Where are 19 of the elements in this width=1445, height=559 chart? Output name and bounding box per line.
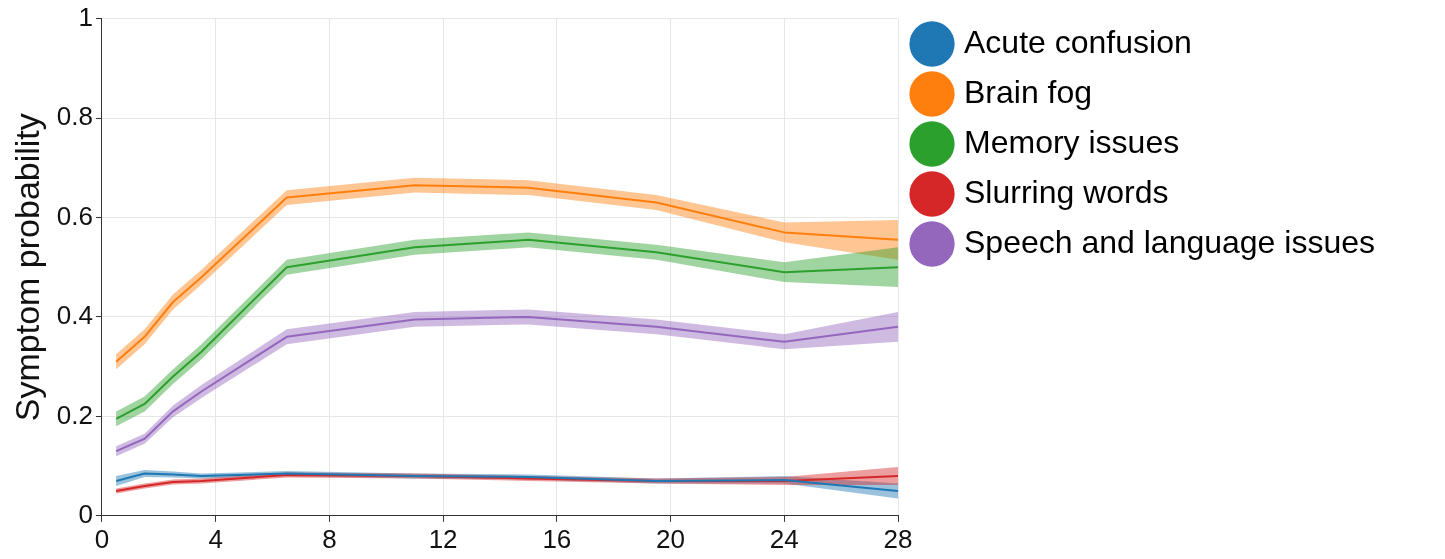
legend-label: Memory issues [964, 123, 1180, 160]
x-tick-label: 4 [208, 523, 223, 554]
legend-label: Brain fog [964, 73, 1093, 110]
x-tick-label: 28 [883, 523, 913, 554]
x-tick-label: 20 [656, 523, 686, 554]
x-tick-label: 12 [428, 523, 458, 554]
y-tick-label: 0.6 [56, 200, 93, 231]
x-tick-label: 8 [322, 523, 337, 554]
x-tick-label: 24 [769, 523, 799, 554]
y-tick-label: 1 [78, 1, 93, 32]
y-axis-title: Symptom probability [7, 113, 46, 422]
legend-label: Acute confusion [964, 23, 1192, 60]
y-tick-label: 0.2 [56, 399, 93, 430]
legend-label: Speech and language issues [964, 223, 1375, 260]
y-tick-label: 0 [78, 498, 93, 529]
y-tick-label: 0.8 [56, 101, 93, 132]
y-tick-label: 0.4 [56, 300, 93, 331]
legend-label: Slurring words [964, 173, 1169, 210]
x-tick-label: 16 [542, 523, 572, 554]
